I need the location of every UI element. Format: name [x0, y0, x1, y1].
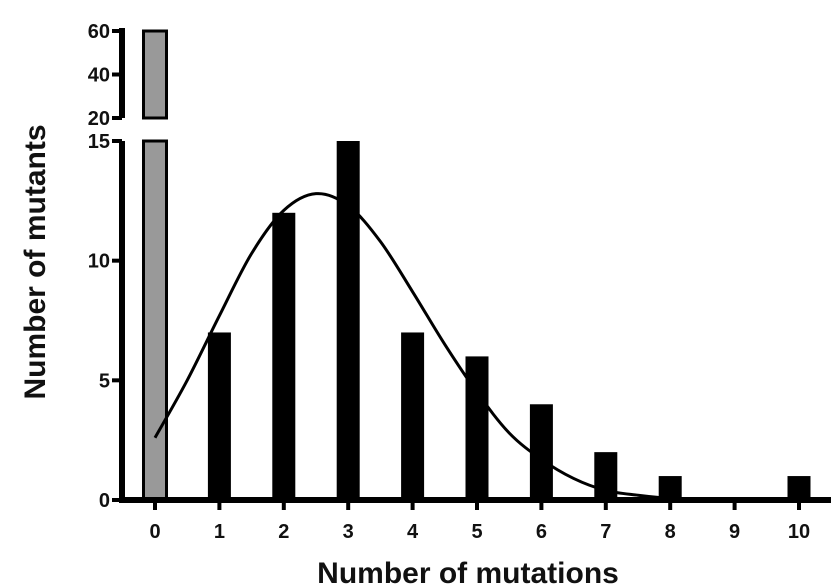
y-tick-label-0: 0	[99, 490, 110, 512]
x-tick-label-2: 2	[278, 521, 289, 543]
bar-6	[529, 404, 553, 500]
bar-5	[465, 356, 489, 500]
x-tick-label-1: 1	[214, 521, 225, 543]
bar-10	[787, 476, 811, 500]
x-tick-label-8: 8	[665, 521, 676, 543]
bar-1	[207, 332, 231, 500]
x-tick-label-4: 4	[407, 521, 419, 543]
x-tick-label-9: 9	[729, 521, 740, 543]
x-tick-label-0: 0	[149, 521, 160, 543]
y-tick-label-10: 10	[88, 251, 110, 273]
y-tick-label-40: 40	[88, 65, 110, 87]
y-tick-label-5: 5	[99, 370, 110, 392]
bar-2	[272, 212, 296, 501]
bar-0-lower	[142, 139, 168, 502]
axes-group	[112, 28, 831, 510]
bar-8	[658, 476, 682, 500]
bars-group	[142, 29, 811, 502]
y-tick-label-20: 20	[88, 108, 110, 130]
bar-3	[336, 141, 360, 500]
y-tick-label-15: 15	[88, 131, 110, 153]
y-axis-title: Number of mutants	[19, 124, 52, 399]
x-tick-label-3: 3	[343, 521, 354, 543]
bar-4	[401, 332, 425, 500]
x-tick-label-7: 7	[600, 521, 611, 543]
x-tick-label-5: 5	[471, 521, 482, 543]
x-tick-label-6: 6	[536, 521, 547, 543]
bar-0-upper	[142, 29, 168, 120]
y-tick-label-60: 60	[88, 21, 110, 43]
x-tick-label-10: 10	[788, 521, 810, 543]
x-axis-title: Number of mutations	[317, 557, 619, 586]
